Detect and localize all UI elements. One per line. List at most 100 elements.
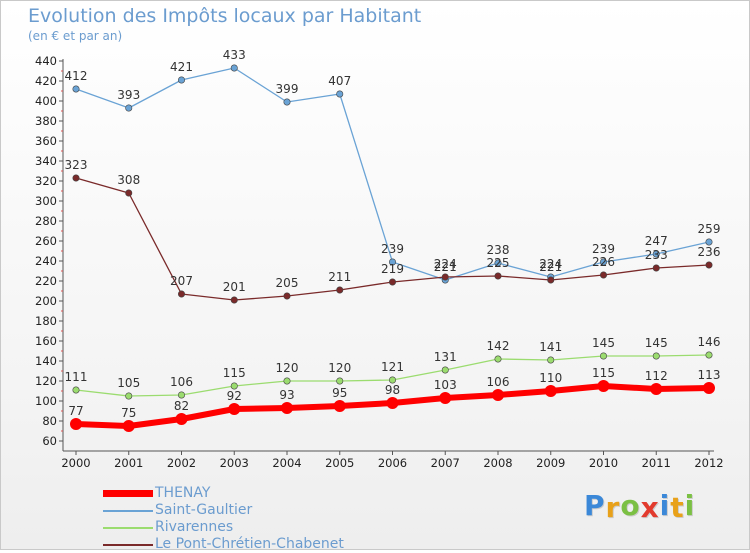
data-point <box>72 386 80 394</box>
data-point <box>178 76 186 84</box>
data-point <box>703 382 715 394</box>
data-label: 120 <box>276 361 299 375</box>
data-label: 239 <box>592 242 615 256</box>
data-labels: 412 393 421 433 399 407 239 221 238 224 239 247 259 1… <box>65 48 721 420</box>
data-label: 106 <box>487 375 510 389</box>
data-label: 98 <box>385 383 400 397</box>
data-label: 93 <box>279 388 294 402</box>
data-label: 115 <box>592 366 615 380</box>
y-tick-label: 220 <box>35 274 57 288</box>
y-tick-label: 300 <box>35 194 57 208</box>
data-point <box>72 174 80 182</box>
data-point <box>597 380 610 392</box>
data-label: 407 <box>328 74 351 88</box>
y-tick-label: 160 <box>35 334 57 348</box>
data-label: 259 <box>698 222 721 236</box>
x-tick-label: 2003 <box>220 456 249 470</box>
data-point <box>705 261 713 269</box>
data-point <box>544 385 557 397</box>
data-label: 75 <box>121 406 136 420</box>
data-point <box>72 85 80 93</box>
x-tick-label: 2002 <box>167 456 196 470</box>
axes: 60 80 100 120 140 160 180 200 220 240 260 280 300 320… <box>35 54 724 470</box>
data-point <box>125 392 133 400</box>
data-point <box>228 403 241 415</box>
data-label: 103 <box>434 378 457 392</box>
y-tick-label: 260 <box>35 234 57 248</box>
data-point <box>175 413 188 425</box>
data-label: 239 <box>381 242 404 256</box>
series-points <box>70 64 715 432</box>
data-label: 308 <box>117 173 140 187</box>
data-label: 106 <box>170 375 193 389</box>
data-label: 224 <box>434 257 457 271</box>
y-tick-label: 100 <box>35 394 57 408</box>
data-point <box>492 389 504 401</box>
legend-label: Saint-Gaultier <box>155 502 253 518</box>
data-point <box>547 276 555 284</box>
data-point <box>125 104 133 112</box>
data-label: 201 <box>223 280 246 294</box>
y-tick-label: 340 <box>35 154 57 168</box>
data-point <box>599 258 607 266</box>
data-label: 141 <box>539 340 562 354</box>
data-label: 412 <box>65 69 88 83</box>
logo-letter: i <box>684 489 696 522</box>
logo-letter: o <box>620 489 641 522</box>
logo-letter: i <box>659 489 671 522</box>
logo-letter: x <box>640 491 660 524</box>
data-label: 323 <box>65 158 88 172</box>
data-label: 224 <box>539 257 562 271</box>
data-point <box>281 402 293 414</box>
data-point <box>494 355 502 363</box>
data-label: 131 <box>434 350 457 364</box>
data-label: 221 <box>539 260 562 274</box>
data-point <box>441 273 449 281</box>
x-tick-label: 2001 <box>114 456 143 470</box>
data-label: 77 <box>68 404 83 418</box>
data-point <box>336 377 344 385</box>
data-label: 247 <box>645 234 668 248</box>
data-label: 238 <box>487 243 510 257</box>
x-tick-label: 2005 <box>325 456 354 470</box>
logo-letter: P <box>584 489 606 522</box>
data-label: 393 <box>117 88 140 102</box>
data-point <box>125 189 133 197</box>
y-tick-label: 80 <box>42 414 57 428</box>
data-point <box>388 376 396 384</box>
data-label: 95 <box>332 386 347 400</box>
data-point <box>283 377 291 385</box>
legend-swatch <box>103 527 153 529</box>
legend-swatch <box>103 490 153 497</box>
y-tick-label: 240 <box>35 254 57 268</box>
data-label: 111 <box>65 370 88 384</box>
data-point <box>230 382 238 390</box>
data-label: 142 <box>487 339 510 353</box>
data-point <box>336 90 344 98</box>
data-point <box>439 392 452 404</box>
proxiti-logo: Proxiti <box>584 489 696 524</box>
data-label: 233 <box>645 248 668 262</box>
data-label: 433 <box>223 48 246 62</box>
data-point <box>441 366 449 374</box>
data-point <box>705 238 713 246</box>
data-label: 207 <box>170 274 193 288</box>
chart-title: Evolution des Impôts locaux par Habitant <box>28 5 422 27</box>
legend-label: THENAY <box>155 485 211 501</box>
legend-label: Le Pont-Chrétien-Chabenet <box>155 536 344 552</box>
data-label: 145 <box>645 336 668 350</box>
data-label: 221 <box>434 260 457 274</box>
data-point <box>652 264 660 272</box>
data-point <box>386 397 399 409</box>
data-label: 225 <box>487 256 510 270</box>
data-label: 399 <box>276 82 299 96</box>
data-point <box>230 64 238 72</box>
data-point <box>599 271 607 279</box>
data-label: 110 <box>539 371 562 385</box>
data-point <box>388 278 396 286</box>
y-tick-label: 280 <box>35 214 57 228</box>
data-point <box>283 98 291 106</box>
x-tick-label: 2006 <box>378 456 407 470</box>
y-tick-label: 180 <box>35 314 57 328</box>
data-point <box>652 352 660 360</box>
